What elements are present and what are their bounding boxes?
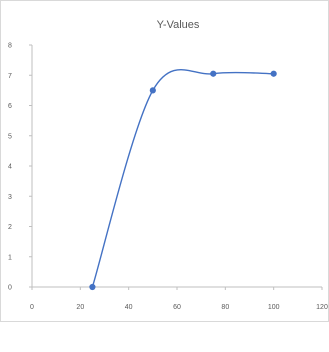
y-axis-ticks: 0 1 2 3 4 5 6 7 8 xyxy=(8,43,32,292)
series-line xyxy=(91,69,274,288)
x-tick-label: 60 xyxy=(173,304,181,311)
x-tick-label: 40 xyxy=(125,304,133,311)
data-point xyxy=(270,70,277,77)
series-group xyxy=(89,69,277,291)
x-tick-label: 100 xyxy=(268,304,280,311)
y-tick-label: 0 xyxy=(8,285,12,292)
y-tick-label: 6 xyxy=(8,103,12,110)
y-tick-label: 8 xyxy=(8,43,12,50)
y-tick-label: 4 xyxy=(8,164,12,171)
chart-area xyxy=(0,0,329,322)
x-tick-label: 0 xyxy=(30,304,34,311)
x-axis-ticks: 0 20 40 60 80 100 120 xyxy=(30,287,328,311)
data-point xyxy=(89,283,96,291)
x-tick-label: 120 xyxy=(316,304,328,311)
y-tick-label: 2 xyxy=(8,224,12,231)
axes xyxy=(31,45,322,288)
data-point xyxy=(210,70,217,77)
scatter-chart: Y-Values 0 1 2 3 4 5 6 7 8 0 20 40 60 80 100 120 xyxy=(8,19,328,311)
y-tick-label: 5 xyxy=(8,133,12,140)
y-tick-label: 3 xyxy=(8,194,12,201)
chart-title: Y-Values xyxy=(157,19,200,31)
data-point xyxy=(149,87,156,94)
y-tick-label: 1 xyxy=(8,254,12,261)
x-tick-label: 20 xyxy=(76,304,84,311)
y-tick-label: 7 xyxy=(8,73,12,80)
x-tick-label: 80 xyxy=(221,304,229,311)
